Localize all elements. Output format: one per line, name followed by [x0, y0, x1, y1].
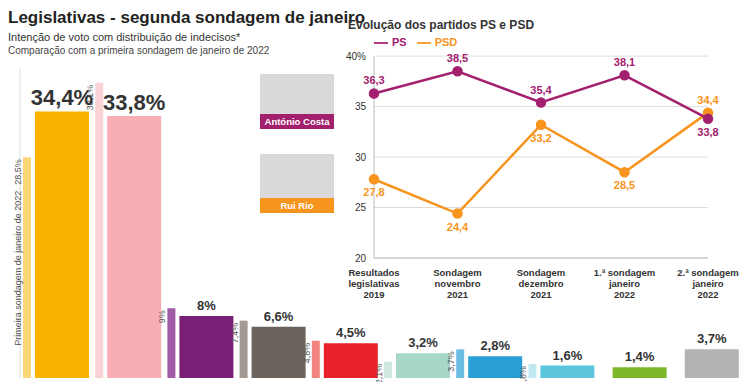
svg-text:8%: 8%: [197, 298, 216, 313]
html-text:António Costa: António Costa: [264, 116, 330, 127]
svg-text:2.ª sondagemjaneiro2022: 2.ª sondagemjaneiro2022: [677, 267, 739, 300]
svg-text:Resultadoslegislativas2019: Resultadoslegislativas2019: [348, 267, 399, 300]
svg-text:Sondagemnovembro2021: Sondagemnovembro2021: [433, 267, 482, 300]
html-text:Comparação com a primeira sond: Comparação com a primeira sondagem de ja…: [8, 45, 270, 56]
svg-text:4,5%: 4,5%: [336, 325, 366, 340]
svg-text:25: 25: [355, 202, 367, 213]
svg-text:6,6%: 6,6%: [264, 309, 294, 324]
svg-text:38,1: 38,1: [614, 56, 635, 68]
html-text:PS: PS: [392, 36, 407, 48]
svg-text:1.ª sondagemjaneiro2022: 1.ª sondagemjaneiro2022: [594, 267, 656, 300]
html-text:Intenção de voto com distribui: Intenção de voto com distribuição de ind…: [8, 31, 241, 43]
svg-text:20: 20: [355, 253, 367, 264]
svg-text:34,4%: 34,4%: [31, 85, 93, 110]
svg-text:1,8%: 1,8%: [518, 366, 528, 382]
svg-text:27,8: 27,8: [363, 186, 384, 198]
svg-text:36,3: 36,3: [363, 74, 384, 86]
svg-text:9%: 9%: [157, 310, 167, 323]
html-text:Evolução dos partidos PS e PSD: Evolução dos partidos PS e PSD: [348, 18, 534, 32]
svg-text:38,5: 38,5: [447, 52, 468, 64]
html-text:Rui Rio: Rui Rio: [280, 200, 314, 211]
svg-text:2,8%: 2,8%: [480, 338, 510, 353]
svg-text:35: 35: [355, 101, 367, 112]
svg-text:35,4: 35,4: [530, 84, 552, 96]
svg-text:4,8%: 4,8%: [302, 343, 312, 364]
svg-text:30: 30: [355, 152, 367, 163]
svg-text:1,4%: 1,4%: [625, 349, 655, 364]
html-text:Legislativas - segunda sondage: Legislativas - segunda sondagem de janei…: [8, 8, 366, 27]
svg-text:Primeira sondagem de janeiro d: Primeira sondagem de janeiro de 202228,5…: [13, 159, 23, 346]
svg-text:1,6%: 1,6%: [553, 348, 583, 363]
svg-text:3,7%: 3,7%: [697, 331, 727, 346]
svg-text:3,2%: 3,2%: [408, 335, 438, 350]
svg-text:34,4: 34,4: [697, 94, 719, 106]
svg-text:33,2: 33,2: [530, 132, 551, 144]
svg-text:40%: 40%: [346, 51, 366, 62]
svg-text:Sondagemdezembro2021: Sondagemdezembro2021: [517, 267, 566, 300]
svg-text:3,7%: 3,7%: [446, 351, 456, 372]
svg-text:7,4%: 7,4%: [230, 323, 240, 344]
svg-text:33,8: 33,8: [697, 126, 718, 138]
svg-text:24,4: 24,4: [447, 221, 469, 233]
svg-text:28,5: 28,5: [614, 179, 635, 191]
svg-text:33,8%: 33,8%: [103, 90, 165, 115]
html-text:PSD: PSD: [434, 36, 458, 48]
svg-text:2,1%: 2,1%: [374, 364, 384, 382]
